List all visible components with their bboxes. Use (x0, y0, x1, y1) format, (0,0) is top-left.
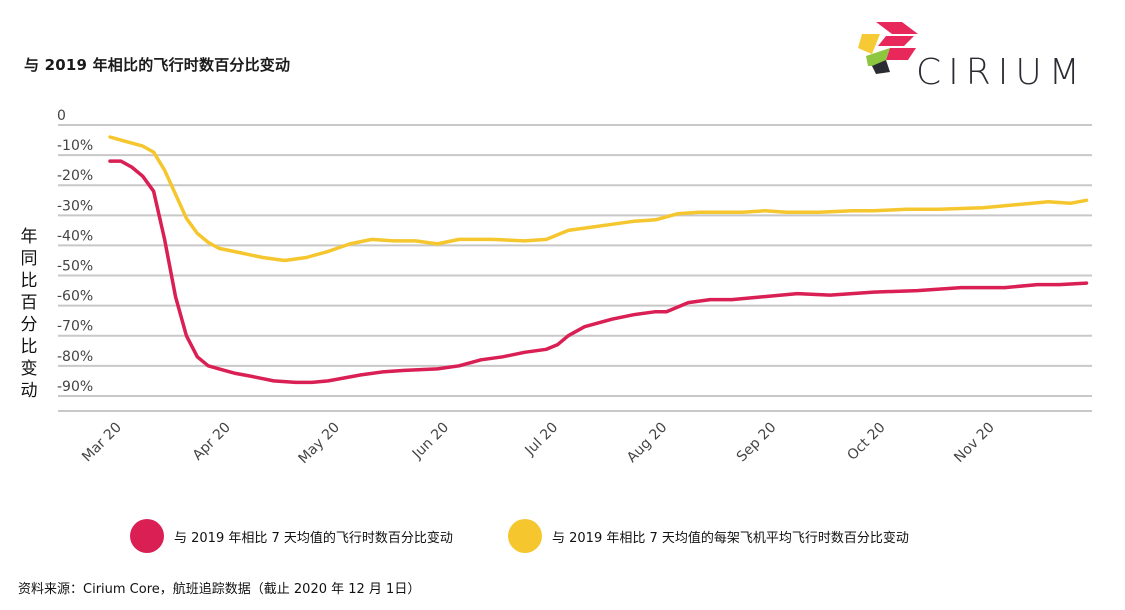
source-note: 资料来源：Cirium Core，航班追踪数据（截止 2020 年 12 月 1… (18, 582, 421, 597)
legend-label-2: 与 2019 年相比 7 天均值的每架飞机平均飞行时数百分比变动 (552, 530, 909, 546)
y-tick-label: -20% (57, 168, 93, 184)
legend-label-1: 与 2019 年相比 7 天均值的飞行时数百分比变动 (174, 530, 453, 546)
y-axis-label-char: 变 (20, 359, 38, 379)
x-tick-label: Sep 20 (734, 420, 780, 466)
x-tick-labels: Mar 20 Apr 20 May 20 Jun 20 Jul 20 Aug 20 Sep … (79, 420, 998, 468)
y-tick-label: -70% (57, 319, 93, 335)
cirium-logo-icon (858, 22, 918, 74)
series-line-2 (108, 135, 1089, 263)
x-tick-label: Apr 20 (190, 420, 234, 464)
y-axis-label-char: 百 (20, 293, 38, 313)
y-axis-label-char: 年 (20, 227, 38, 247)
logo-shape-pink-top (876, 22, 918, 34)
y-axis-label-char: 比 (20, 337, 38, 357)
y-axis-label-char: 分 (20, 315, 38, 335)
x-tick-label: Aug 20 (624, 420, 670, 466)
x-tick-label: Nov 20 (951, 420, 997, 466)
y-tick-label: -10% (57, 138, 93, 154)
legend-item-1: 与 2019 年相比 7 天均值的飞行时数百分比变动 (130, 516, 453, 556)
logo-shape-pink-mid (878, 36, 914, 46)
x-tick-label: Mar 20 (79, 420, 125, 466)
y-axis-label: 年同比百分比变动 (16, 226, 42, 402)
y-axis-label-char: 同 (20, 249, 38, 269)
y-tick-label: -50% (57, 259, 93, 275)
y-axis-label-char: 比 (20, 271, 38, 291)
series-lines (108, 135, 1089, 385)
logo-shape-pink-low (886, 48, 916, 60)
logo-shape-dark (872, 60, 890, 74)
x-tick-label: Jul 20 (522, 420, 562, 460)
y-tick-label: -90% (57, 379, 93, 395)
legend-swatch-2 (508, 519, 542, 553)
y-tick-labels: 0 -10% -20% -30% -40% -50% -60% -70% -80% -90% (57, 108, 93, 395)
y-tick-label: 0 (57, 108, 66, 124)
logo-shape-yellow (858, 34, 880, 54)
line-chart: 0 -10% -20% -30% -40% -50% -60% -70% -80% -90% Ma… (57, 108, 1092, 468)
chart-title: 与 2019 年相比的飞行时数百分比变动 (24, 56, 291, 74)
series-line-1 (108, 159, 1089, 385)
y-tick-label: -30% (57, 198, 93, 214)
y-axis-label-char: 动 (20, 381, 38, 401)
y-tick-label: -80% (57, 349, 93, 365)
y-tick-label: -40% (57, 228, 93, 244)
x-tick-label: May 20 (296, 420, 344, 468)
legend-item-2: 与 2019 年相比 7 天均值的每架飞机平均飞行时数百分比变动 (508, 516, 909, 556)
logo-wordmark: CIRIUM (916, 52, 1087, 93)
legend-swatch-1 (130, 519, 164, 553)
x-tick-label: Jun 20 (409, 420, 452, 463)
x-tick-label: Oct 20 (844, 420, 888, 464)
y-tick-label: -60% (57, 289, 93, 305)
grid-lines (58, 124, 1092, 412)
